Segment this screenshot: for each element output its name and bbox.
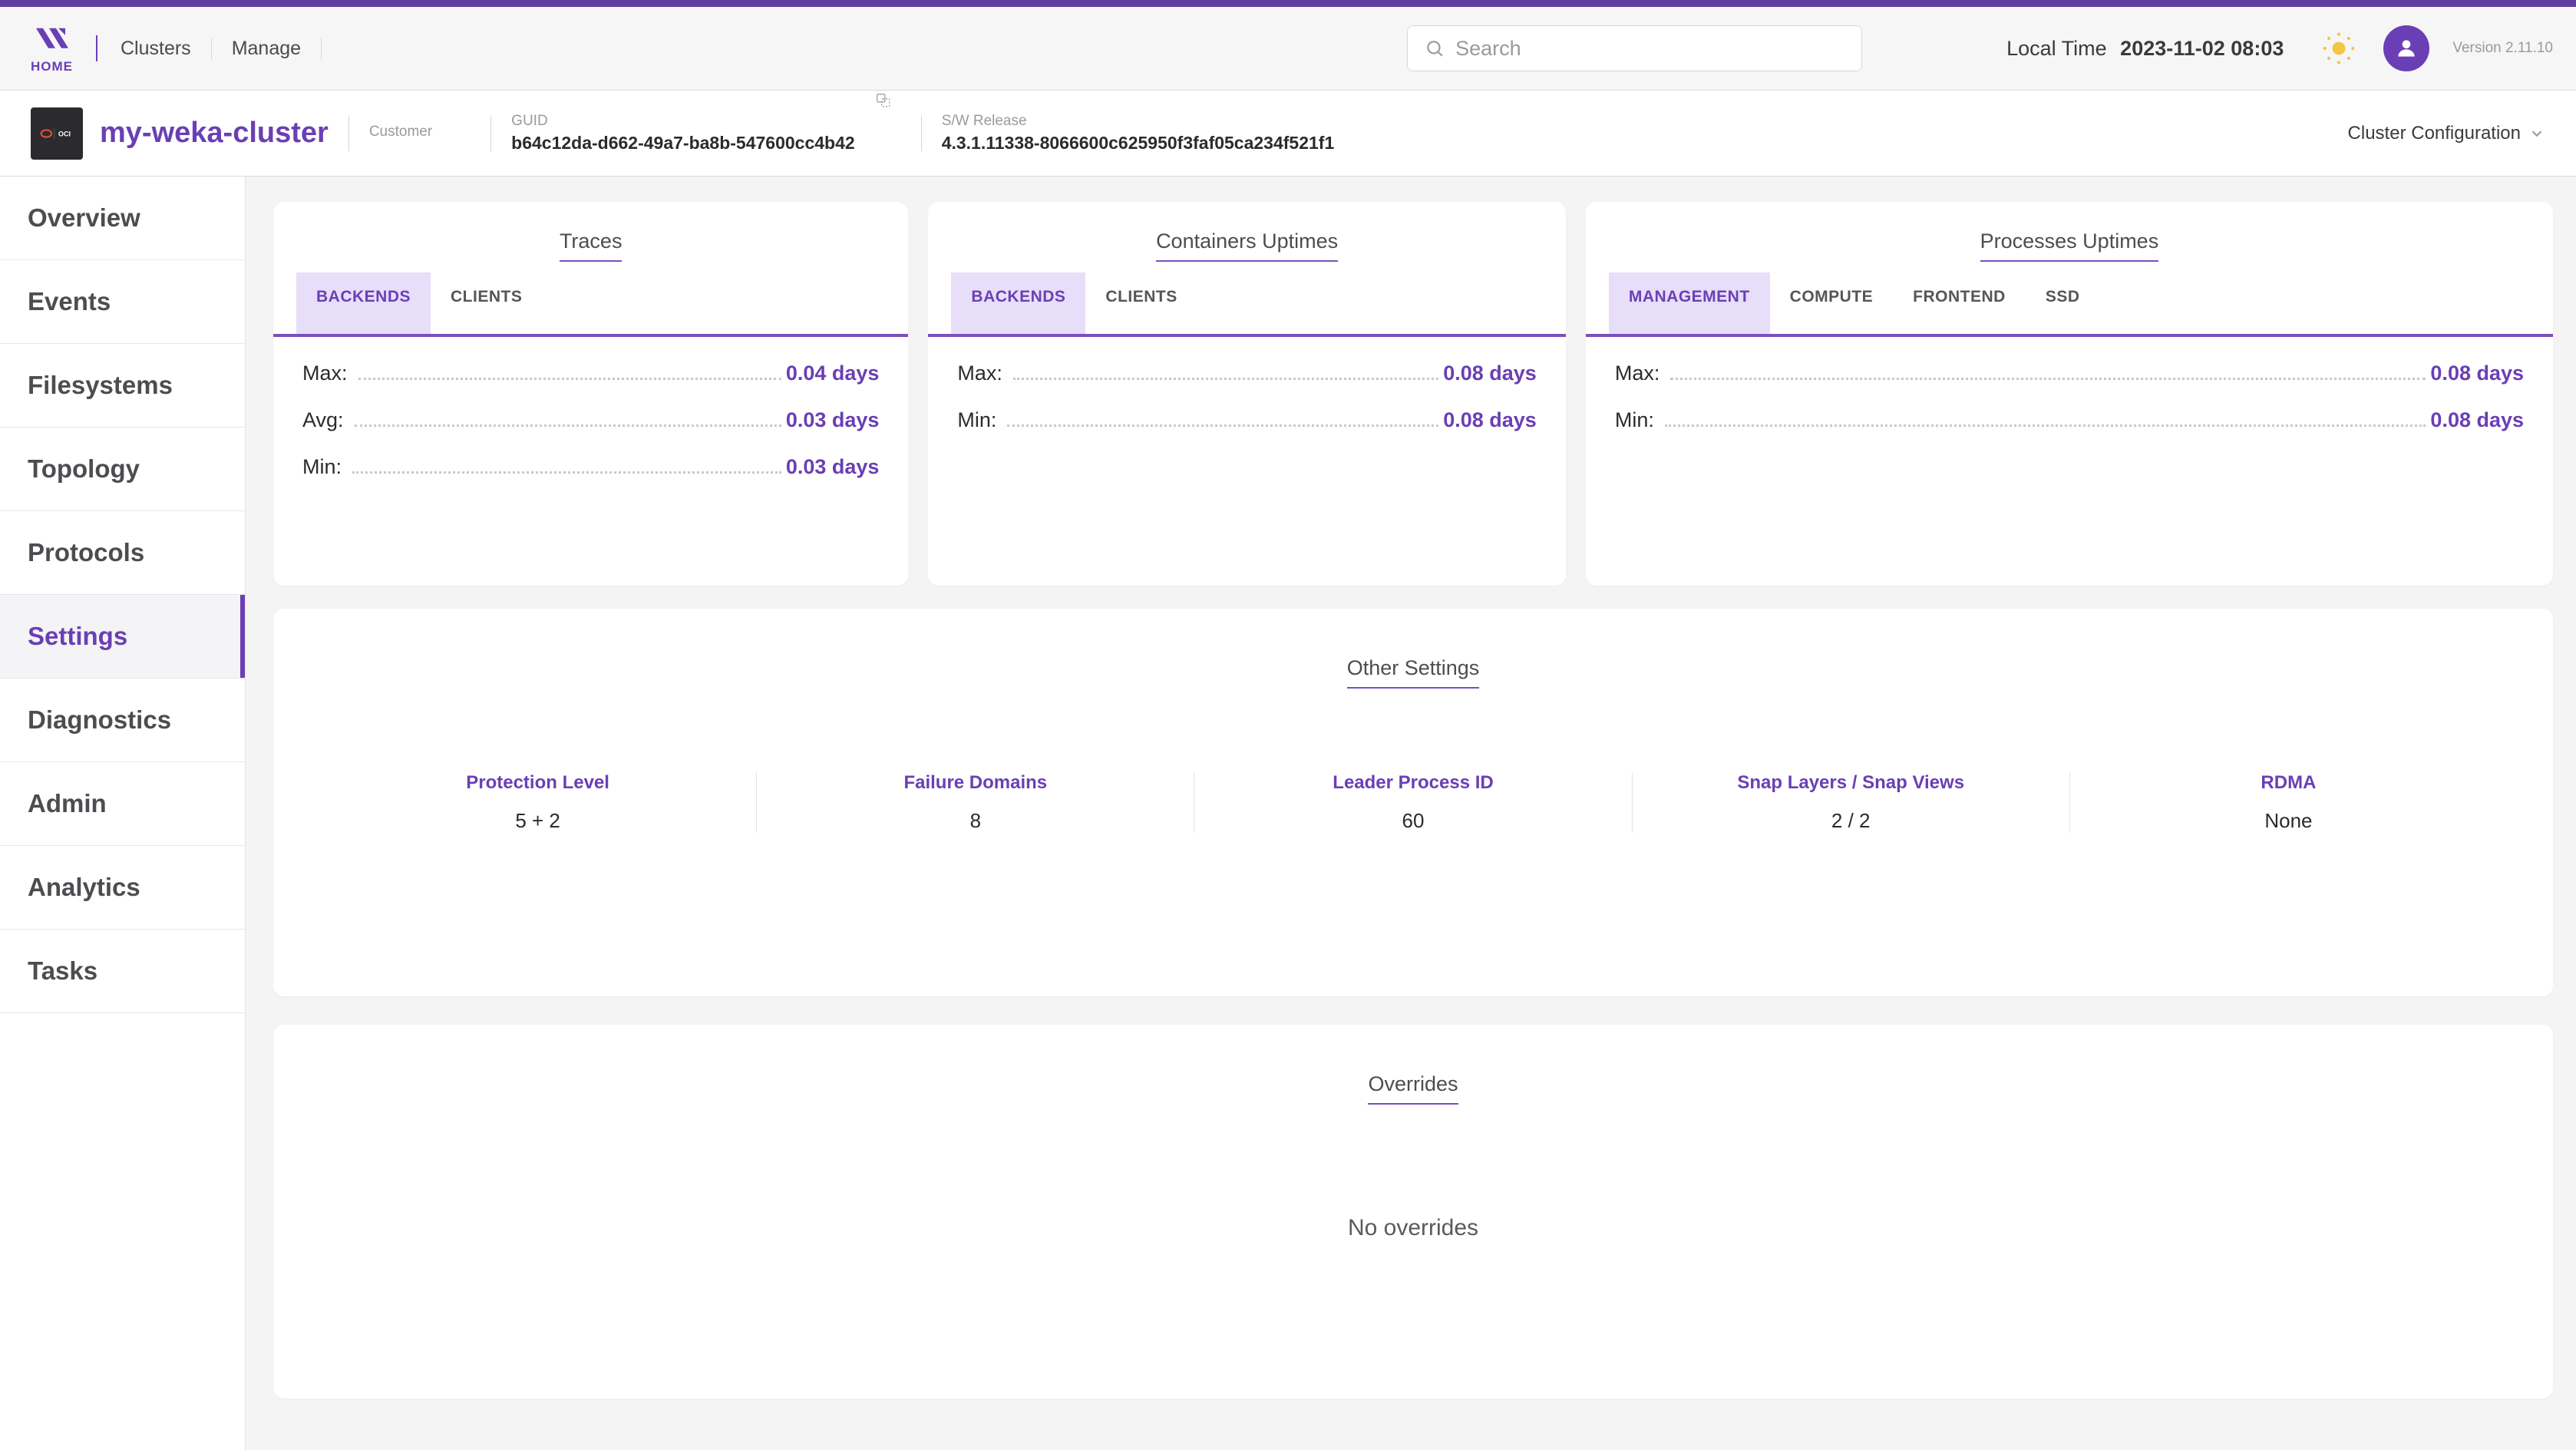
svg-text:OCI: OCI bbox=[58, 130, 71, 137]
